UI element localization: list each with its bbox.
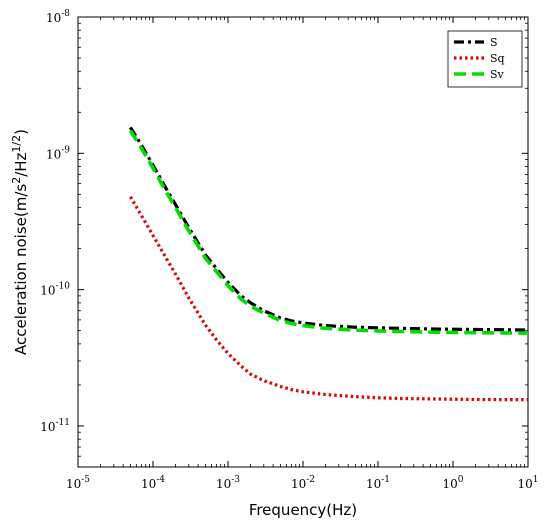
legend-label-s: S [490, 36, 498, 49]
y-tick-label: 10-10 [40, 282, 70, 298]
x-tick-label: 10-4 [141, 475, 165, 491]
x-tick-label: 10-5 [66, 475, 90, 491]
x-tick-label: 10-3 [216, 475, 240, 491]
x-tick-label: 100 [442, 475, 463, 491]
x-tick-label: 101 [517, 475, 538, 491]
y-axis-title: Acceleration noise(m/s2/Hz1/2) [10, 129, 30, 355]
x-tick-label: 10-2 [291, 475, 315, 491]
series-line-sq [129, 195, 528, 402]
y-tick-label: 10-8 [46, 9, 70, 25]
series-line-sv [128, 129, 529, 335]
legend-box [447, 30, 523, 88]
legend-label-sv: Sv [490, 68, 505, 81]
x-axis-title: Frequency(Hz) [249, 501, 357, 519]
x-tick-label: 10-1 [366, 475, 390, 491]
y-tick-label: 10-9 [46, 145, 70, 161]
legend-label-sq: Sq [490, 52, 505, 65]
y-tick-label: 10-11 [40, 418, 70, 434]
